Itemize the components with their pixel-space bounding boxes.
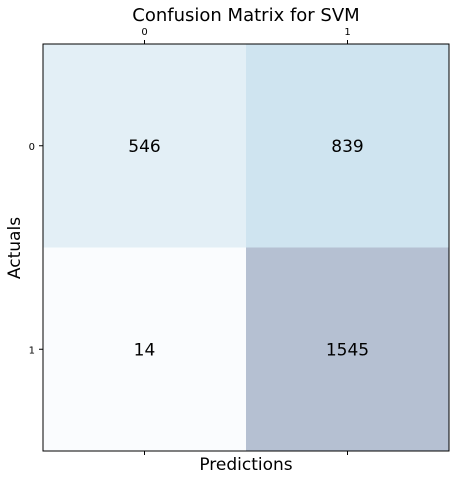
matrix-cell-labels: 546 839 14 1545 [128,137,369,361]
x-tick-label: 0 [141,27,147,38]
plot-frame [42,43,450,452]
y-tick-label: 1 [29,345,35,356]
chart-title: Confusion Matrix for SVM [132,5,359,26]
cell-value-label: 1545 [326,340,369,360]
y-axis-ticks: 01 [29,142,43,356]
matrix-cell [246,247,449,451]
matrix-cells [43,44,449,451]
y-axis-label: Actuals [5,217,25,279]
matrix-cell [43,44,246,248]
cell-value-label: 546 [128,137,160,157]
cell-value-label: 14 [134,340,156,360]
y-tick-label: 0 [29,142,35,153]
x-tick-label: 1 [344,27,350,38]
matrix-cell [246,44,449,248]
cell-value-label: 839 [331,137,363,157]
x-axis-label: Predictions [199,455,292,475]
matrix-cell [43,247,246,451]
